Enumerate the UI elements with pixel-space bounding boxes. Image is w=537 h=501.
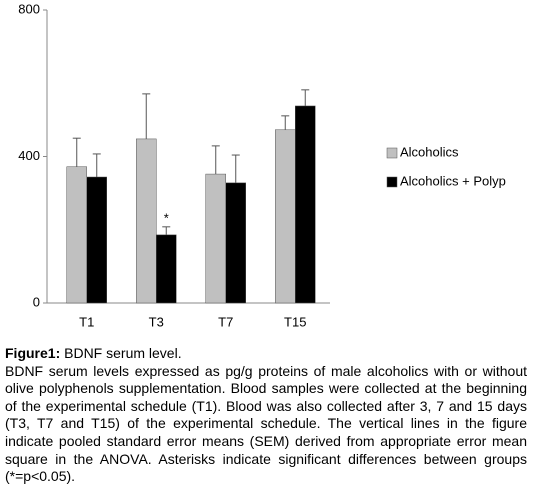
y-tick-label: 400 — [18, 148, 40, 163]
error-bar — [301, 89, 310, 106]
annotation: * — [164, 210, 169, 225]
error-bar — [231, 154, 240, 183]
x-tick-label: T3 — [149, 314, 164, 329]
bar — [66, 166, 87, 304]
legend-swatch — [386, 176, 398, 188]
chart: 0 400 800 T1 T3 T7 T15 * Alcoholics Alcoholics + … — [18, 1, 506, 329]
x-tick-label: T15 — [284, 314, 306, 329]
error-bar — [72, 137, 81, 167]
bar — [86, 176, 107, 304]
y-tick-label: 800 — [18, 1, 40, 16]
caption-text: BDNF serum levels expressed as pg/g prot… — [5, 362, 527, 485]
caption-title: BDNF serum level. — [64, 345, 182, 361]
error-bar — [211, 145, 220, 175]
bar — [225, 182, 246, 304]
bar — [136, 138, 157, 304]
bar — [156, 234, 177, 304]
legend-label: Alcoholics + Polyp — [400, 173, 506, 188]
error-bar — [92, 153, 101, 178]
caption: Figure1: BDNF serum level. BDNF serum le… — [5, 345, 527, 486]
error-bar — [281, 115, 290, 130]
error-bar — [162, 226, 171, 235]
bar — [275, 129, 296, 304]
legend-swatch — [386, 147, 398, 159]
y-tick-label: 0 — [33, 294, 40, 309]
bar — [205, 173, 226, 304]
x-tick-label: T7 — [218, 314, 233, 329]
error-bar — [142, 93, 151, 139]
legend-label: Alcoholics — [400, 144, 459, 159]
bar — [295, 105, 316, 304]
x-tick-label: T1 — [79, 314, 94, 329]
caption-label: Figure1: — [5, 345, 61, 361]
